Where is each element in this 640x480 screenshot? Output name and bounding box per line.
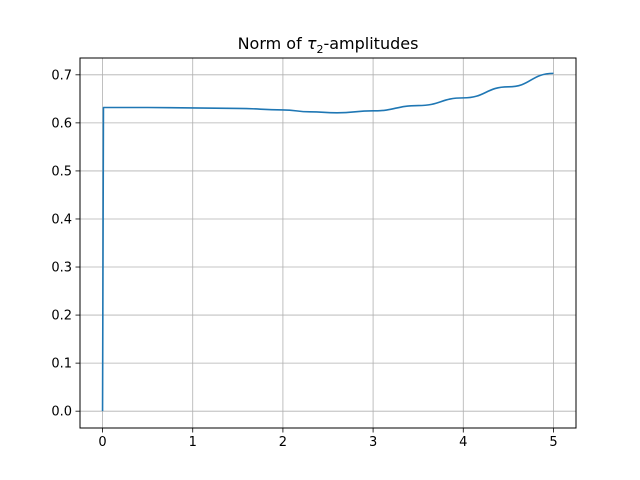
y-axis: 0.0 0.1 0.2 0.3 0.4 0.5 0.6 0.7 <box>51 68 80 420</box>
plot-frame <box>79 57 577 429</box>
y-tick-label: 0.3 <box>51 261 72 276</box>
chart-title-symbol: τ <box>307 34 317 53</box>
chart-title-prefix: Norm of <box>238 34 307 53</box>
x-tick-label: 2 <box>279 435 287 450</box>
x-tick-label: 4 <box>459 435 467 450</box>
plot-area <box>80 58 576 428</box>
x-tick-label: 0 <box>98 435 106 450</box>
y-tick-label: 0.6 <box>51 116 72 131</box>
y-tick-label: 0.2 <box>51 309 72 324</box>
y-tick-label: 0.1 <box>51 357 72 372</box>
y-tick-label: 0.7 <box>51 68 72 83</box>
x-tick-label: 3 <box>369 435 377 450</box>
x-axis: 0 1 2 3 4 5 <box>98 428 558 450</box>
x-tick-label: 1 <box>189 435 197 450</box>
chart-title-suffix: -amplitudes <box>323 34 418 53</box>
y-tick-label: 0.5 <box>51 164 72 179</box>
y-tick-label: 0.0 <box>51 405 72 420</box>
y-tick-label: 0.4 <box>51 212 72 227</box>
grid <box>80 58 576 428</box>
series-layer <box>101 72 554 412</box>
x-tick-label: 5 <box>549 435 557 450</box>
chart-title: Norm of τ2-amplitudes <box>238 34 419 56</box>
chart-title-subscript: 2 <box>316 43 323 56</box>
series-line <box>101 72 554 412</box>
